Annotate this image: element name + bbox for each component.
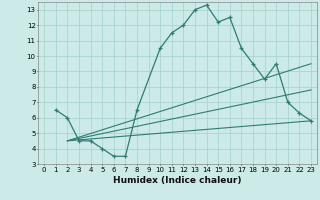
X-axis label: Humidex (Indice chaleur): Humidex (Indice chaleur) xyxy=(113,176,242,185)
